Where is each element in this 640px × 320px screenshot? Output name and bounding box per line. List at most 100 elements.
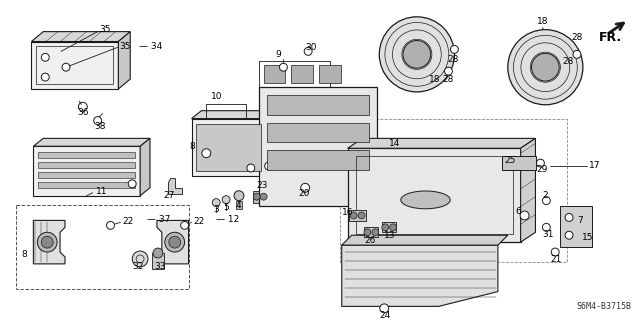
Circle shape bbox=[78, 102, 87, 111]
Circle shape bbox=[551, 248, 559, 256]
Circle shape bbox=[390, 224, 397, 231]
Bar bbox=[349, 210, 367, 221]
Text: 17: 17 bbox=[589, 161, 600, 170]
Circle shape bbox=[520, 211, 529, 220]
Circle shape bbox=[445, 67, 452, 75]
Bar bbox=[340, 119, 567, 262]
Text: 22: 22 bbox=[273, 161, 284, 170]
Text: 24: 24 bbox=[380, 311, 390, 320]
Text: 14: 14 bbox=[389, 139, 401, 148]
Circle shape bbox=[222, 196, 230, 204]
Bar bbox=[36, 46, 113, 84]
Circle shape bbox=[247, 164, 255, 172]
Polygon shape bbox=[140, 138, 150, 196]
Circle shape bbox=[542, 223, 550, 231]
Circle shape bbox=[531, 53, 559, 81]
Text: 10: 10 bbox=[211, 92, 223, 101]
Circle shape bbox=[301, 183, 310, 192]
Text: 7: 7 bbox=[577, 216, 582, 225]
Circle shape bbox=[62, 63, 70, 71]
Text: 28: 28 bbox=[571, 33, 582, 42]
Bar bbox=[31, 42, 118, 89]
Bar bbox=[38, 182, 135, 188]
Bar bbox=[319, 65, 340, 83]
Text: 6: 6 bbox=[516, 207, 522, 216]
Text: 5: 5 bbox=[223, 203, 229, 212]
Text: 22: 22 bbox=[193, 217, 205, 226]
Text: 35: 35 bbox=[100, 25, 111, 34]
Bar bbox=[267, 95, 369, 115]
Text: 22: 22 bbox=[122, 217, 134, 226]
Circle shape bbox=[169, 236, 180, 248]
Text: 30: 30 bbox=[305, 43, 317, 52]
Text: 28: 28 bbox=[442, 75, 454, 84]
Circle shape bbox=[508, 30, 583, 105]
Text: 35: 35 bbox=[120, 42, 131, 51]
Text: 36: 36 bbox=[77, 108, 88, 117]
Circle shape bbox=[202, 149, 211, 158]
Text: 28: 28 bbox=[447, 55, 459, 64]
Circle shape bbox=[128, 180, 136, 188]
Polygon shape bbox=[342, 245, 498, 306]
Bar bbox=[38, 172, 135, 178]
Text: 13: 13 bbox=[384, 231, 396, 240]
Text: FR.: FR. bbox=[598, 31, 622, 44]
Circle shape bbox=[403, 41, 431, 68]
Circle shape bbox=[372, 229, 379, 236]
Bar bbox=[267, 150, 369, 170]
Text: 26: 26 bbox=[364, 236, 376, 245]
Circle shape bbox=[280, 63, 287, 71]
Circle shape bbox=[260, 193, 267, 200]
Circle shape bbox=[451, 45, 458, 53]
Bar bbox=[236, 201, 242, 209]
Bar bbox=[33, 146, 140, 196]
Polygon shape bbox=[33, 220, 65, 264]
Circle shape bbox=[304, 47, 312, 55]
Circle shape bbox=[380, 304, 388, 313]
Circle shape bbox=[93, 116, 102, 124]
Text: 9: 9 bbox=[276, 50, 281, 59]
Circle shape bbox=[42, 236, 53, 248]
Bar bbox=[560, 205, 592, 247]
Circle shape bbox=[234, 191, 244, 201]
Polygon shape bbox=[168, 178, 182, 194]
Text: 8: 8 bbox=[189, 142, 195, 151]
Circle shape bbox=[153, 248, 163, 258]
Polygon shape bbox=[266, 111, 276, 176]
Polygon shape bbox=[348, 138, 536, 148]
Bar bbox=[196, 124, 260, 171]
Bar bbox=[382, 222, 396, 232]
Circle shape bbox=[536, 159, 545, 167]
Polygon shape bbox=[31, 32, 130, 42]
Text: 32: 32 bbox=[132, 262, 143, 271]
Text: 4: 4 bbox=[236, 201, 242, 210]
Text: 25: 25 bbox=[505, 156, 516, 164]
Text: 28: 28 bbox=[562, 57, 573, 66]
Bar bbox=[38, 162, 135, 168]
Circle shape bbox=[42, 53, 49, 61]
Text: 33: 33 bbox=[154, 262, 166, 271]
Text: 18: 18 bbox=[538, 17, 549, 26]
Bar bbox=[191, 119, 266, 176]
Text: 2: 2 bbox=[542, 191, 548, 200]
Bar bbox=[15, 204, 189, 289]
Circle shape bbox=[380, 17, 454, 92]
Text: — 34: — 34 bbox=[139, 42, 163, 51]
Circle shape bbox=[382, 224, 388, 231]
Circle shape bbox=[180, 221, 189, 229]
Text: 21: 21 bbox=[550, 255, 562, 264]
Bar bbox=[502, 156, 536, 170]
Bar bbox=[348, 148, 520, 242]
Text: 3: 3 bbox=[213, 205, 219, 214]
Circle shape bbox=[573, 51, 581, 58]
Text: S6M4-B3715B: S6M4-B3715B bbox=[577, 302, 631, 311]
Text: 29: 29 bbox=[536, 165, 548, 174]
Circle shape bbox=[265, 162, 273, 170]
Circle shape bbox=[37, 232, 57, 252]
Bar bbox=[364, 227, 378, 237]
Circle shape bbox=[565, 231, 573, 239]
Text: 20: 20 bbox=[298, 189, 310, 198]
Text: 15: 15 bbox=[582, 233, 593, 242]
Circle shape bbox=[253, 193, 260, 200]
Bar bbox=[253, 191, 271, 203]
